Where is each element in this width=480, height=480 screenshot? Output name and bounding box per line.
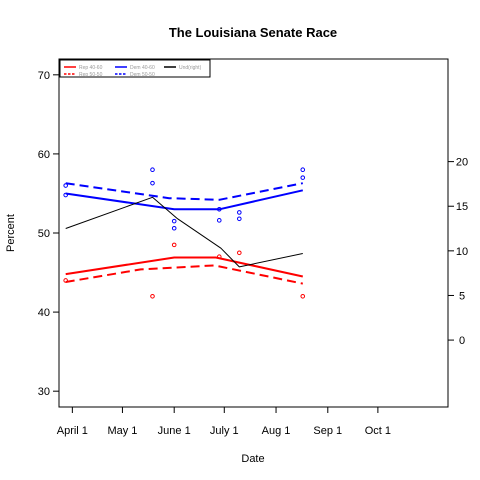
x-tick-label: Sep 1 bbox=[313, 425, 342, 437]
x-tick-label: Aug 1 bbox=[262, 425, 291, 437]
x-axis-label: Date bbox=[241, 453, 264, 465]
x-tick-label: Oct 1 bbox=[365, 425, 391, 437]
y-tick-label-right: 0 bbox=[459, 335, 465, 347]
y-tick-label-right: 5 bbox=[459, 290, 465, 302]
plot-frame bbox=[58, 58, 449, 408]
y-axis-left: 30 40 50 60 70 bbox=[38, 70, 59, 398]
dem-poll-point bbox=[150, 167, 155, 173]
dem-poll-point bbox=[150, 180, 155, 186]
y-tick-label-right: 10 bbox=[456, 246, 468, 258]
dem-poll-point bbox=[237, 210, 242, 215]
dem-poll-point bbox=[63, 183, 68, 188]
x-tick-label: April 1 bbox=[57, 425, 88, 437]
series-line bbox=[65, 264, 304, 285]
series-line bbox=[65, 256, 304, 278]
legend-label: Und(right) bbox=[179, 65, 202, 71]
dem-poll-point bbox=[300, 167, 306, 173]
rep-poll-point bbox=[237, 250, 242, 256]
rep-poll-point bbox=[150, 293, 155, 299]
legend-label: Rep 40-60 bbox=[79, 65, 103, 71]
dem-poll-point bbox=[237, 216, 242, 222]
y-tick-label-right: 20 bbox=[456, 157, 468, 169]
y-tick-label-left: 60 bbox=[38, 149, 50, 161]
x-axis: April 1 May 1 June 1 July 1 Aug 1 Sep 1 Oct 1 bbox=[57, 407, 391, 437]
rep-poll-point bbox=[216, 254, 222, 260]
series-line bbox=[65, 196, 303, 268]
dem-poll-point bbox=[216, 206, 222, 212]
series-line bbox=[65, 182, 303, 201]
y-tick-label-left: 70 bbox=[38, 70, 50, 82]
x-tick-label: June 1 bbox=[158, 425, 191, 437]
chart-title: The Louisiana Senate Race bbox=[169, 25, 337, 40]
rep-poll-point bbox=[63, 278, 68, 283]
y-axis-label: Percent bbox=[5, 214, 17, 252]
dem-poll-point bbox=[63, 192, 68, 198]
legend-label: Rep 50-50 bbox=[79, 72, 103, 78]
y-tick-label-left: 40 bbox=[38, 307, 50, 319]
dem-poll-point bbox=[216, 218, 222, 223]
legend-label: Dem 40-60 bbox=[130, 65, 155, 71]
dem-poll-point bbox=[300, 175, 306, 180]
y-tick-label-right: 15 bbox=[456, 201, 468, 213]
dem-poll-point bbox=[171, 225, 177, 231]
series-layer bbox=[65, 182, 304, 285]
series-line bbox=[65, 189, 304, 211]
legend-label: Dem 50-50 bbox=[130, 72, 155, 78]
x-tick-label: July 1 bbox=[210, 425, 239, 437]
y-tick-label-left: 30 bbox=[38, 386, 50, 398]
dem-poll-point bbox=[171, 218, 177, 224]
y-tick-label-left: 50 bbox=[38, 228, 50, 240]
legend-box bbox=[59, 59, 211, 78]
rep-poll-point bbox=[171, 242, 177, 248]
y-axis-right: 0 5 10 15 20 bbox=[448, 157, 468, 347]
rep-poll-point bbox=[300, 293, 306, 299]
points-layer bbox=[63, 167, 306, 299]
x-tick-label: May 1 bbox=[107, 425, 137, 437]
